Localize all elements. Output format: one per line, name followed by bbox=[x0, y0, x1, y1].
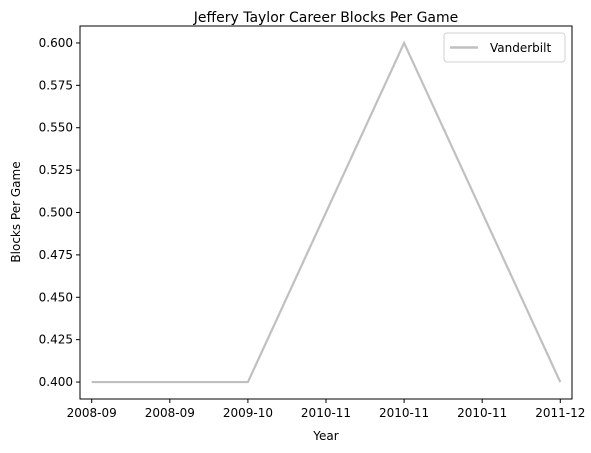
y-tick-label: 0.425 bbox=[39, 333, 73, 347]
y-tick-label: 0.500 bbox=[39, 206, 73, 220]
y-tick-label: 0.575 bbox=[39, 78, 73, 92]
y-tick-label: 0.600 bbox=[39, 36, 73, 50]
x-axis: 2008-09 2008-09 2009-10 2010-11 2010-11 2010-… bbox=[67, 399, 585, 420]
x-tick-label: 2010-11 bbox=[301, 406, 351, 420]
y-tick-label: 0.525 bbox=[39, 163, 73, 177]
series-line-vanderbilt bbox=[91, 40, 562, 384]
legend: Vanderbilt bbox=[443, 32, 566, 63]
x-tick-label: 2010-11 bbox=[379, 406, 429, 420]
x-tick-label: 2008-09 bbox=[145, 406, 195, 420]
chart-title: Jeffery Taylor Career Blocks Per Game bbox=[193, 10, 459, 26]
legend-label-vanderbilt: Vanderbilt bbox=[490, 41, 551, 55]
y-tick-label: 0.400 bbox=[39, 375, 73, 389]
x-axis-label: Year bbox=[312, 429, 338, 443]
y-axis: 0.400 0.425 0.450 0.475 0.500 0.525 0.550 0.575… bbox=[39, 36, 80, 389]
y-tick-label: 0.450 bbox=[39, 290, 73, 304]
y-tick-label: 0.550 bbox=[39, 121, 73, 135]
x-tick-label: 2008-09 bbox=[67, 406, 117, 420]
y-axis-label: Blocks Per Game bbox=[9, 161, 23, 262]
x-tick-label: 2011-12 bbox=[535, 406, 585, 420]
x-tick-label: 2010-11 bbox=[457, 406, 507, 420]
y-tick-label: 0.475 bbox=[39, 248, 73, 262]
x-tick-label: 2009-10 bbox=[223, 406, 273, 420]
legend-box bbox=[443, 32, 566, 63]
series-layer bbox=[91, 40, 562, 384]
